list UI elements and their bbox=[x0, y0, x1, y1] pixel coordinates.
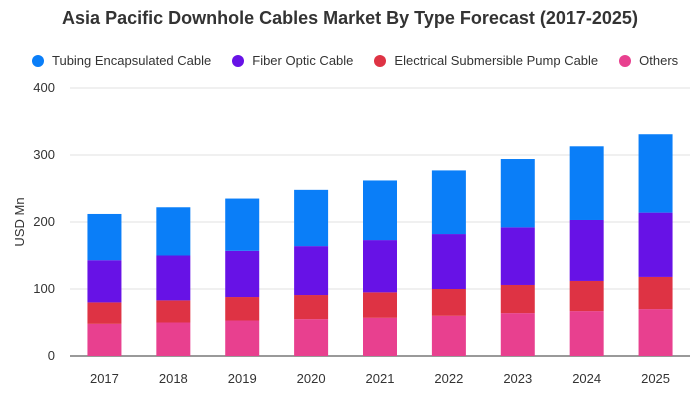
legend-item[interactable]: Fiber Optic Cable bbox=[232, 53, 353, 68]
chart-legend: Tubing Encapsulated Cable Fiber Optic Cab… bbox=[32, 53, 699, 68]
bar-segment bbox=[363, 180, 397, 241]
bar-segment bbox=[294, 246, 329, 296]
x-tick-label: 2018 bbox=[159, 371, 188, 386]
legend-swatch bbox=[374, 54, 387, 67]
y-tick-label: 100 bbox=[33, 281, 55, 296]
bar-segment bbox=[156, 207, 191, 256]
bar-segment bbox=[500, 313, 535, 356]
bar-segment bbox=[500, 227, 535, 285]
x-tick-label: 2020 bbox=[297, 371, 326, 386]
x-tick-label: 2024 bbox=[572, 371, 601, 386]
x-tick-label: 2023 bbox=[503, 371, 532, 386]
bar-segment bbox=[225, 320, 260, 356]
legend-label: Electrical Submersible Pump Cable bbox=[394, 53, 599, 68]
y-tick-label: 300 bbox=[33, 147, 55, 162]
bar-segment bbox=[294, 319, 329, 356]
bar-segment bbox=[431, 234, 466, 289]
legend-item[interactable]: Tubing Encapsulated Cable bbox=[32, 53, 211, 68]
bar-segment bbox=[500, 159, 535, 228]
legend-label: Tubing Encapsulated Cable bbox=[52, 53, 212, 68]
x-tick-label: 2022 bbox=[434, 371, 463, 386]
legend-swatch bbox=[32, 54, 44, 67]
bar-segment bbox=[431, 289, 466, 316]
bar-segment bbox=[431, 315, 466, 356]
bar-segment bbox=[225, 250, 260, 298]
bar-segment bbox=[431, 170, 466, 235]
chart-title: Asia Pacific Downhole Cables Market By T… bbox=[62, 8, 638, 28]
bar-segment bbox=[225, 198, 260, 251]
x-tick-label: 2019 bbox=[228, 371, 257, 386]
bar-segment bbox=[569, 311, 604, 356]
bar-segment bbox=[225, 297, 260, 321]
bar-segment bbox=[363, 240, 397, 293]
y-tick-label: 400 bbox=[33, 80, 55, 95]
bar-segment bbox=[87, 323, 122, 356]
bar-segment bbox=[87, 260, 122, 303]
y-tick-label: 200 bbox=[33, 214, 55, 229]
bar-segment bbox=[500, 284, 535, 314]
bar-segment bbox=[638, 134, 673, 213]
y-axis-title: USD Mn bbox=[12, 197, 27, 246]
bar-segment bbox=[363, 292, 397, 318]
x-tick-label: 2025 bbox=[641, 371, 670, 386]
bar-segment bbox=[569, 146, 604, 220]
bar-segment bbox=[638, 309, 673, 356]
bar-segment bbox=[87, 302, 122, 324]
legend-swatch bbox=[232, 54, 245, 67]
y-tick-label: 0 bbox=[48, 348, 55, 363]
bar-segment bbox=[294, 295, 329, 320]
bar-segment bbox=[294, 189, 329, 247]
legend-item[interactable]: Others bbox=[619, 53, 678, 68]
bar-segment bbox=[569, 280, 604, 312]
legend-label: Others bbox=[639, 53, 679, 68]
bar-segment bbox=[638, 276, 673, 310]
bar-segment bbox=[638, 212, 673, 277]
bar-segment bbox=[569, 219, 604, 281]
bar-segment bbox=[156, 300, 191, 323]
bar-segment bbox=[156, 322, 191, 356]
legend-swatch bbox=[619, 54, 632, 67]
bar-segment bbox=[156, 255, 191, 301]
bar-segment bbox=[363, 317, 397, 356]
bar-segment bbox=[87, 213, 122, 261]
x-tick-label: 2017 bbox=[90, 371, 119, 386]
legend-label: Fiber Optic Cable bbox=[252, 53, 354, 68]
x-tick-label: 2021 bbox=[366, 371, 395, 386]
legend-item[interactable]: Electrical Submersible Pump Cable bbox=[374, 53, 598, 68]
